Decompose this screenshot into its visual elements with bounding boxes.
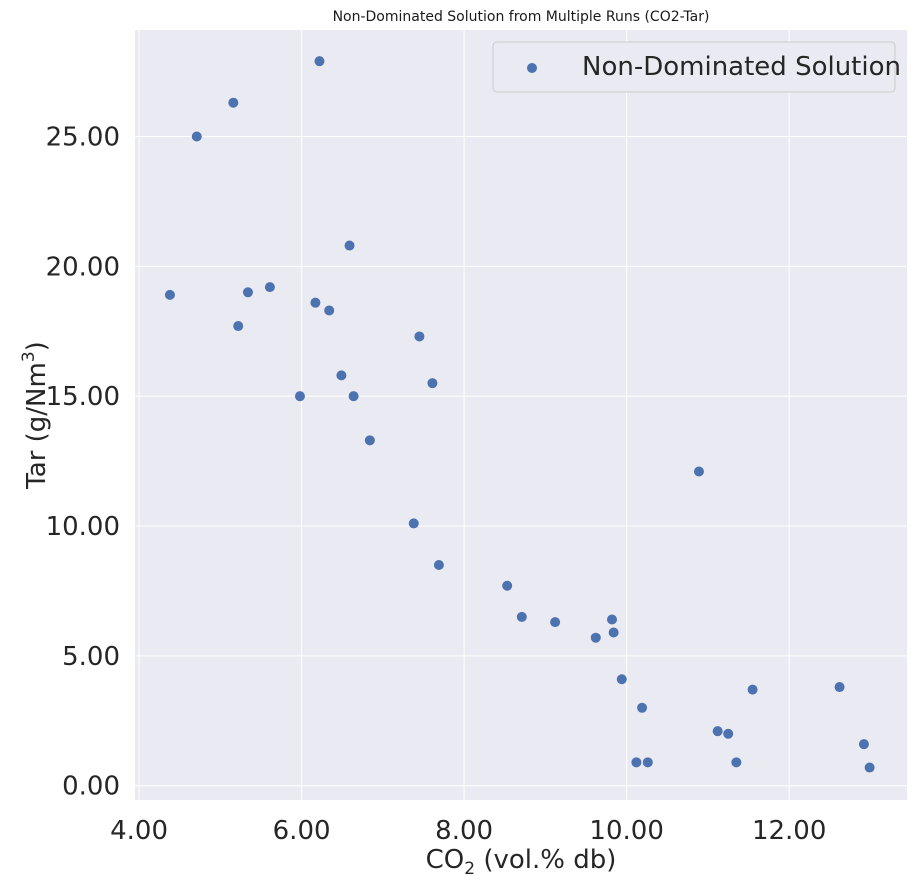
data-points [164, 56, 875, 773]
data-point [723, 728, 734, 739]
chart-title: Non-Dominated Solution from Multiple Run… [333, 9, 710, 25]
data-point [164, 289, 175, 300]
data-point [408, 518, 419, 529]
data-point [747, 684, 758, 695]
data-point [607, 614, 618, 625]
data-point [336, 370, 347, 381]
data-point [433, 559, 444, 570]
data-point [233, 321, 244, 332]
data-point [608, 627, 619, 638]
y-tick-label: 20.00 [46, 252, 120, 282]
data-point [631, 757, 642, 768]
legend-box [492, 41, 896, 93]
data-point [642, 757, 653, 768]
data-point [364, 435, 375, 446]
x-tick-label: 10.00 [589, 816, 663, 846]
tick-labels: 4.00 6.00 8.00 10.00 12.00 0.00 5.00 10.00 15.00… [46, 122, 827, 846]
data-point [616, 674, 627, 685]
data-point [242, 287, 253, 298]
x-tick-label: 8.00 [435, 816, 493, 846]
legend: Non-Dominated Solution [492, 41, 901, 93]
data-point [191, 131, 202, 142]
data-point [348, 391, 359, 402]
data-point [310, 297, 321, 308]
data-point [264, 282, 275, 293]
y-tick-label: 15.00 [46, 382, 120, 412]
data-point [344, 240, 355, 251]
data-point [693, 466, 704, 477]
x-tick-label: 12.00 [752, 816, 826, 846]
data-point [502, 580, 513, 591]
data-point [590, 632, 601, 643]
data-point [712, 726, 723, 737]
y-tick-label: 10.00 [46, 512, 120, 542]
legend-marker [527, 63, 537, 73]
data-point [314, 56, 325, 67]
y-tick-label: 25.00 [46, 122, 120, 152]
data-point [324, 305, 335, 316]
data-point [516, 611, 527, 622]
grid [135, 30, 907, 800]
x-tick-label: 6.00 [273, 816, 331, 846]
data-point [228, 97, 239, 108]
data-point [414, 331, 425, 342]
data-point [834, 682, 845, 693]
data-point [858, 739, 869, 750]
x-axis-label: CO2 (vol.% db) [426, 845, 617, 879]
data-point [731, 757, 742, 768]
data-point [550, 617, 561, 628]
data-point [637, 702, 648, 713]
y-axis-label: Tar (g/Nm3) [19, 341, 52, 490]
legend-label: Non-Dominated Solution [582, 52, 901, 82]
x-tick-label: 4.00 [110, 816, 168, 846]
y-tick-label: 5.00 [62, 642, 120, 672]
y-tick-label: 0.00 [62, 772, 120, 802]
data-point [864, 762, 875, 773]
data-point [294, 391, 305, 402]
plot-area [135, 30, 907, 800]
data-point [427, 378, 438, 389]
